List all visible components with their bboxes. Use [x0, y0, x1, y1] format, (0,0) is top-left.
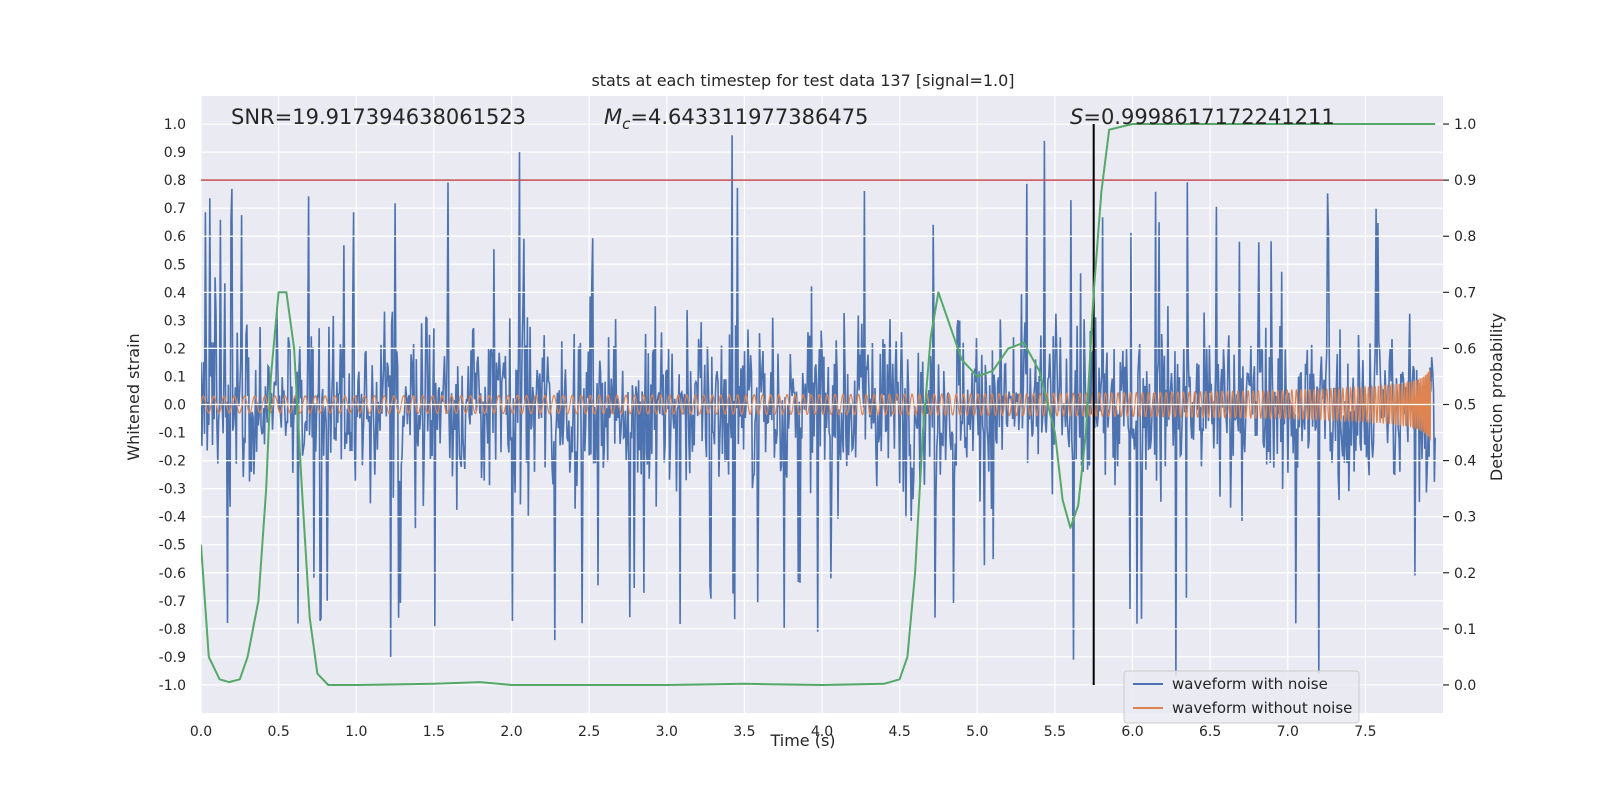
y2-tick-label: 0.9 [1454, 173, 1476, 189]
y2-axis-label: Detection probability [1487, 313, 1506, 481]
x-tick-label: 6.0 [1121, 724, 1143, 740]
series-waveform-without-noise [201, 369, 1432, 441]
y-tick-label: -0.1 [159, 426, 186, 442]
series-detection-probability [201, 123, 1436, 686]
x-axis-label: Time (s) [769, 731, 835, 750]
y-tick-label: 0.7 [164, 201, 186, 217]
y-tick-label: 0.1 [164, 369, 186, 385]
statistic-annotation: S=0.9998617172241211 [1070, 105, 1335, 129]
x-tick-label: 2.0 [500, 724, 522, 740]
x-tick-label: 5.5 [1044, 724, 1066, 740]
y-tick-label: -0.8 [159, 622, 186, 638]
chirp-mass-annotation: Mc=4.643311977386475 [604, 105, 868, 133]
x-tick-label: 5.0 [966, 724, 988, 740]
y-axis-ticks: 1.0 0.9 0.8 0.7 0.6 0.5 0.4 0.3 0.2 0.1 0.0 -0.1 -0.… [159, 117, 186, 694]
x-tick-label: 0.0 [190, 724, 212, 740]
y2-tick-label: 0.6 [1454, 341, 1476, 357]
y-axis-label: Whitened strain [124, 333, 143, 460]
y2-tick-label: 0.2 [1454, 566, 1476, 582]
y2-tick-label: 0.0 [1454, 678, 1476, 694]
x-tick-label: 3.5 [733, 724, 755, 740]
x-tick-label: 0.5 [267, 724, 289, 740]
statistic-value: =0.9998617172241211 [1083, 105, 1334, 129]
y-tick-label: 0.6 [164, 229, 186, 245]
y2-tick-label: 1.0 [1454, 117, 1476, 133]
y2-tick-label: 0.1 [1454, 622, 1476, 638]
y-tick-label: 0.8 [164, 173, 186, 189]
x-tick-label: 4.0 [811, 724, 833, 740]
x-axis-ticks: 0.0 0.5 1.0 1.5 2.0 2.5 3.0 3.5 4.0 4.5 5.0 5.5 6.0 6… [190, 724, 1377, 740]
chirp-mass-subscript: c [622, 115, 631, 133]
chirp-mass-symbol: M [604, 105, 622, 129]
y-tick-label: 1.0 [164, 117, 186, 133]
y-tick-label: 0.9 [164, 145, 186, 161]
y-tick-label: -0.7 [159, 594, 186, 610]
x-tick-label: 3.0 [656, 724, 678, 740]
y-tick-label: -0.6 [159, 566, 186, 582]
y-tick-label: -0.5 [159, 538, 186, 554]
y-tick-label: 0.0 [164, 398, 186, 414]
x-tick-label: 7.5 [1354, 724, 1376, 740]
y-tick-label: 0.4 [164, 285, 186, 301]
y-tick-label: -0.2 [159, 454, 186, 470]
y2-axis-ticks: 1.0 0.9 0.8 0.7 0.6 0.5 0.4 0.3 0.2 0.1 0.0 [1443, 117, 1476, 694]
legend-label-clean: waveform without noise [1172, 699, 1352, 717]
y-tick-label: 0.2 [164, 341, 186, 357]
legend: waveform with noise waveform without noi… [1123, 670, 1360, 724]
y-tick-label: 0.3 [164, 313, 186, 329]
y-tick-label: -0.4 [159, 510, 186, 526]
clean-waveform-line [201, 369, 1432, 441]
y-tick-label: -1.0 [159, 678, 186, 694]
snr-annotation: SNR=19.917394638061523 [231, 105, 526, 129]
y2-tick-label: 0.7 [1454, 285, 1476, 301]
series-waveform-with-noise [201, 135, 1436, 677]
x-tick-label: 1.5 [423, 724, 445, 740]
y-tick-label: -0.9 [159, 650, 186, 666]
legend-label-noisy: waveform with noise [1172, 675, 1328, 693]
y2-tick-label: 0.4 [1454, 454, 1476, 470]
chirp-mass-value: =4.643311977386475 [630, 105, 868, 129]
x-tick-label: 2.5 [578, 724, 600, 740]
x-tick-label: 1.0 [345, 724, 367, 740]
statistic-symbol: S [1070, 105, 1083, 129]
y2-tick-label: 0.3 [1454, 510, 1476, 526]
legend-box [1123, 670, 1360, 724]
x-tick-label: 7.0 [1277, 724, 1299, 740]
y-tick-label: -0.3 [159, 482, 186, 498]
detection-probability-line [201, 123, 1436, 686]
noisy-waveform-line [201, 135, 1436, 677]
y2-tick-label: 0.5 [1454, 398, 1476, 414]
y2-tick-label: 0.8 [1454, 229, 1476, 245]
x-tick-label: 6.5 [1199, 724, 1221, 740]
x-tick-label: 4.5 [888, 724, 910, 740]
chart-title: stats at each timestep for test data 137… [591, 71, 1014, 90]
y-tick-label: 0.5 [164, 257, 186, 273]
